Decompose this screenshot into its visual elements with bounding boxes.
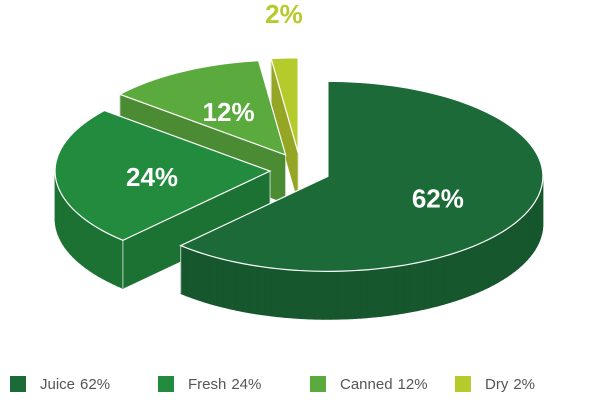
slice-side xyxy=(514,219,519,273)
slice xyxy=(54,109,272,241)
slice-side xyxy=(521,213,526,267)
legend-swatch xyxy=(310,376,326,392)
slice-side xyxy=(497,230,504,283)
slice-side xyxy=(510,222,516,275)
slice-side xyxy=(416,260,425,312)
slice-side xyxy=(81,216,87,269)
slice xyxy=(270,57,299,153)
slice-side xyxy=(472,243,479,295)
slice-side xyxy=(235,261,244,313)
slice-side xyxy=(488,236,495,288)
slice-side xyxy=(229,260,237,311)
slice-side xyxy=(72,207,76,261)
slice-side xyxy=(395,264,404,315)
slice-side xyxy=(197,251,205,303)
legend-value: 12% xyxy=(398,376,428,393)
legend-name: Fresh xyxy=(188,376,226,393)
legend-value: 24% xyxy=(231,376,261,393)
slice-side xyxy=(263,266,272,317)
slice-side xyxy=(436,255,444,307)
slice-side xyxy=(75,210,80,264)
legend-value: 2% xyxy=(513,376,535,393)
data-label: 12% xyxy=(203,97,255,127)
legend-name: Canned xyxy=(340,376,393,393)
slice-side xyxy=(518,216,523,270)
slice-side xyxy=(403,263,411,314)
slice-side xyxy=(524,210,529,264)
slice-side xyxy=(314,270,324,320)
slice-side xyxy=(242,263,251,314)
legend-label: Juice 62% xyxy=(40,376,110,393)
slice-side xyxy=(300,270,309,320)
slice-side xyxy=(443,254,451,305)
slice-side xyxy=(483,238,490,291)
slice-side xyxy=(203,253,211,305)
slice-side xyxy=(430,257,438,309)
slice-side xyxy=(112,235,118,287)
data-label: 24% xyxy=(126,162,178,192)
legend-value: 62% xyxy=(80,376,110,393)
slice-side xyxy=(85,219,91,272)
legend-name: Dry xyxy=(485,376,509,393)
legend-label: Dry 2% xyxy=(485,376,535,393)
slice xyxy=(118,60,287,156)
slice-side xyxy=(292,269,301,319)
slice-side xyxy=(222,258,230,310)
slice-side xyxy=(344,270,354,320)
slice-side xyxy=(337,270,346,320)
slice-side xyxy=(270,267,279,318)
slice-side xyxy=(461,248,468,300)
slice-side xyxy=(374,267,383,318)
slice-side xyxy=(78,213,83,267)
slice-side xyxy=(307,270,316,320)
slice-side xyxy=(102,230,108,282)
slice-side xyxy=(256,265,265,316)
data-label: 2% xyxy=(265,0,303,29)
slice-side xyxy=(502,228,508,281)
slice-side xyxy=(381,266,390,317)
slice-side xyxy=(93,224,99,277)
slice-side xyxy=(107,232,113,285)
legend-swatch xyxy=(158,376,174,392)
legend-label: Canned 12% xyxy=(340,376,428,393)
slice-side xyxy=(69,204,73,258)
slice-side xyxy=(322,270,331,320)
slice-side xyxy=(249,264,258,315)
data-label: 62% xyxy=(412,183,464,213)
slice-side xyxy=(285,269,294,319)
slice-side xyxy=(215,257,224,308)
slice-side xyxy=(367,268,376,319)
legend-swatch xyxy=(10,376,26,392)
slice-side xyxy=(409,262,418,313)
legend-swatch xyxy=(455,376,471,392)
legend-label: Fresh 24% xyxy=(188,376,261,393)
slice xyxy=(179,80,544,272)
slice-side xyxy=(185,247,193,299)
slice-side xyxy=(89,222,95,275)
slice-side xyxy=(506,225,512,278)
slice-side xyxy=(455,250,463,302)
legend-name: Juice xyxy=(40,376,75,393)
slice-side xyxy=(467,245,474,298)
slice-side xyxy=(352,269,361,320)
slice-side xyxy=(97,227,104,280)
slice-side xyxy=(423,259,432,310)
slice-side xyxy=(493,233,499,286)
slice-side xyxy=(359,269,368,319)
slice-side xyxy=(329,270,339,320)
slice-side xyxy=(180,245,187,297)
slice-side xyxy=(449,252,457,304)
slice-side xyxy=(209,255,217,307)
slice-side xyxy=(278,268,287,318)
slice-side xyxy=(191,249,199,301)
slice-side xyxy=(117,237,124,289)
slice-side xyxy=(388,265,397,316)
slice-side xyxy=(478,241,485,293)
